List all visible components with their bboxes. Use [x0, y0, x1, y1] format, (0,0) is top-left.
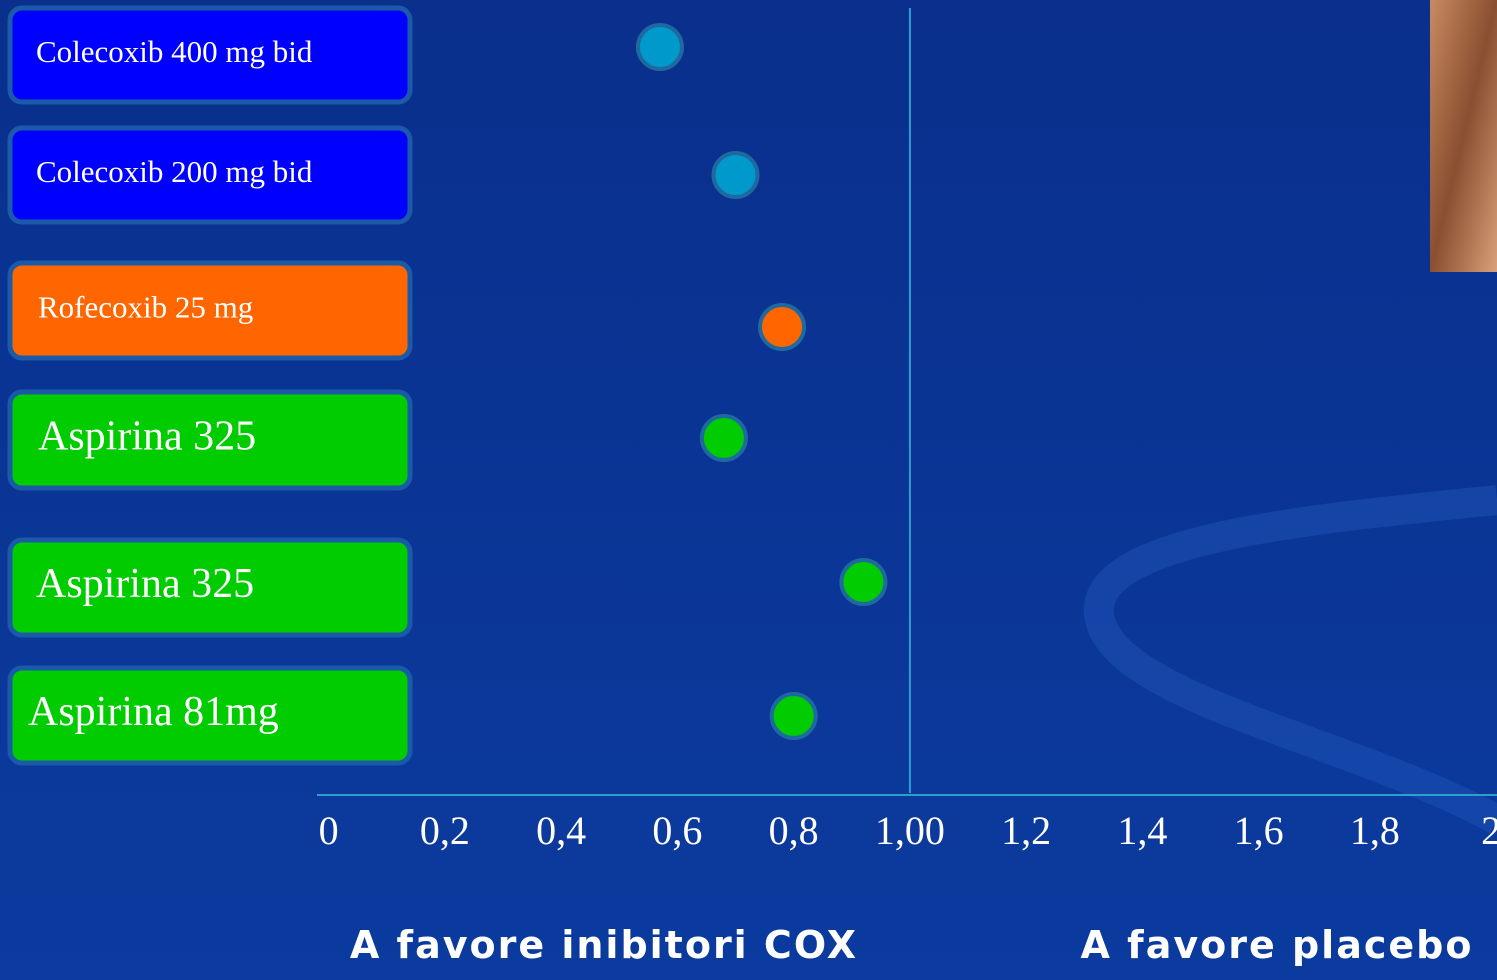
right-label: A favore placebo	[1081, 923, 1474, 967]
point	[769, 692, 818, 740]
x-tick-label: 1,00	[875, 808, 945, 853]
x-tick-label: 0,2	[420, 808, 470, 853]
x-tick-label: 0,4	[536, 808, 586, 853]
x-tick-label: 1,4	[1117, 808, 1167, 853]
category-label: Aspirina 325	[38, 414, 256, 460]
x-tick-label: 0,6	[652, 808, 702, 853]
label-box	[7, 537, 413, 638]
category-label: Colecoxib 400 mg bid	[36, 34, 313, 69]
label-box	[7, 125, 413, 225]
left-label: A favore inibitori COX	[350, 923, 858, 967]
category-label: Rofecoxib 25 mg	[38, 290, 253, 325]
x-tick-label: 1,8	[1350, 808, 1400, 853]
x-tick-label: 2	[1481, 808, 1497, 853]
point	[711, 151, 760, 199]
point	[839, 558, 888, 606]
point	[699, 414, 748, 462]
category-label: Aspirina 325	[36, 561, 254, 607]
label-box	[7, 5, 413, 105]
category-label: Aspirina 81mg	[28, 689, 279, 735]
x-tick-label: 1,6	[1234, 808, 1284, 853]
point	[635, 23, 684, 71]
x-tick-label: 0,8	[769, 808, 819, 853]
label-box	[7, 389, 413, 491]
category-label: Colecoxib 200 mg bid	[36, 154, 313, 189]
x-tick-label: 0	[319, 808, 339, 853]
decoration	[1083, 485, 1497, 834]
photo	[1430, 0, 1497, 272]
x-tick-label: 1,2	[1001, 808, 1051, 853]
label-box	[7, 260, 413, 361]
point	[758, 303, 807, 351]
label-box	[7, 665, 413, 766]
